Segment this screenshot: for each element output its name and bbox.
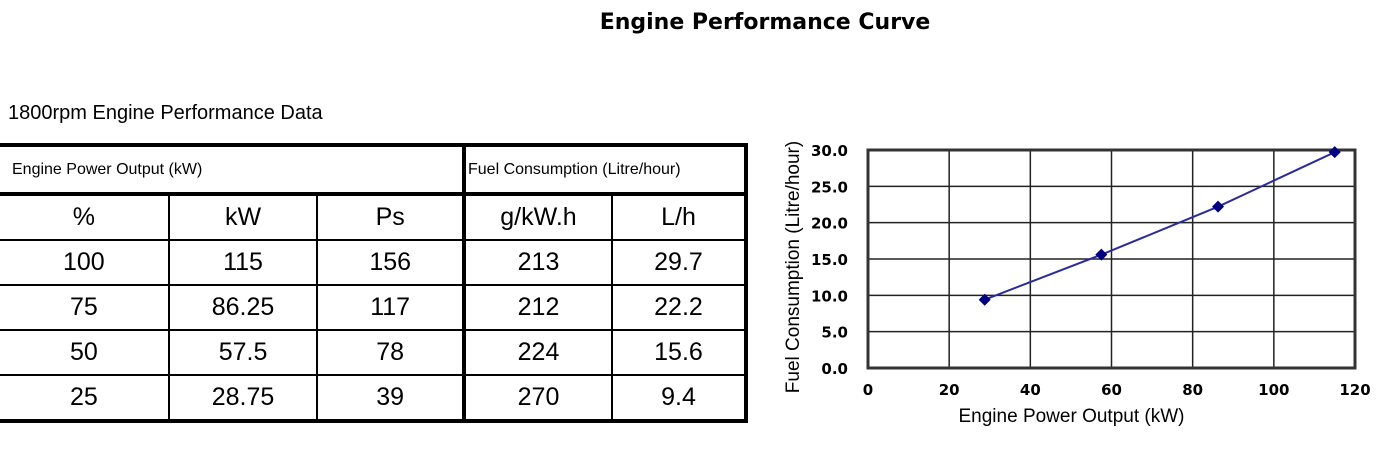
group-header-fuel: Fuel Consumption (Litre/hour) [462, 144, 747, 196]
x-tick-label: 80 [1182, 381, 1203, 399]
y-tick-label: 25.0 [811, 178, 848, 196]
table-cell: 9.4 [611, 374, 747, 422]
table-cell: 224 [462, 329, 613, 376]
y-axis-label: Fuel Consumption (Litre/hour) [783, 141, 804, 393]
y-tick-label: 20.0 [811, 215, 848, 233]
col-header: kW [167, 193, 319, 241]
y-tick-label: 30.0 [811, 142, 848, 160]
table-row: 25 28.75 39 270 9.4 [0, 374, 747, 422]
chart-title: Engine Performance Curve [599, 10, 931, 35]
data-point [1328, 146, 1341, 159]
y-tick-label: 0.0 [821, 360, 848, 378]
performance-table: Engine Power Output (kW) Fuel Consumptio… [0, 143, 748, 423]
column-header-row: % kW Ps g/kW.h L/h [0, 193, 747, 241]
data-point [1095, 248, 1108, 261]
table-cell: 75 [0, 284, 170, 331]
table-cell: 156 [316, 239, 465, 286]
x-tick-label: 40 [1020, 381, 1041, 399]
group-header-power: Engine Power Output (kW) [0, 144, 465, 196]
col-header: g/kW.h [462, 193, 613, 241]
group-header-row: Engine Power Output (kW) Fuel Consumptio… [0, 144, 747, 196]
col-header: L/h [611, 193, 747, 241]
x-tick-label: 100 [1258, 381, 1289, 399]
table-row: 75 86.25 117 212 22.2 [0, 284, 747, 331]
table-cell: 28.75 [167, 374, 319, 422]
series-line [984, 151, 1336, 301]
plot-frame [866, 148, 1357, 370]
x-tick-label: 0 [863, 381, 873, 399]
table-cell: 115 [167, 239, 319, 286]
table-cell: 50 [0, 329, 170, 376]
table-cell: 117 [316, 284, 465, 331]
table-cell: 212 [462, 284, 613, 331]
col-header: Ps [316, 193, 465, 241]
table-cell: 78 [316, 329, 465, 376]
y-tick-label: 15.0 [811, 251, 848, 269]
data-point [978, 293, 991, 306]
table-cell: 39 [316, 374, 465, 422]
table-row: 100 115 156 213 29.7 [0, 239, 747, 286]
table-cell: 22.2 [611, 284, 747, 331]
table-cell: 270 [462, 374, 613, 422]
table-caption: 1800rpm Engine Performance Data [8, 102, 323, 124]
table-cell: 29.7 [611, 239, 747, 286]
x-tick-label: 20 [939, 381, 960, 399]
table-cell: 25 [0, 374, 170, 422]
col-header: % [0, 193, 170, 241]
table-row: 50 57.5 78 224 15.6 [0, 329, 747, 376]
table-cell: 57.5 [167, 329, 319, 376]
y-tick-label: 5.0 [821, 324, 848, 342]
table-cell: 15.6 [611, 329, 747, 376]
table-cell: 100 [0, 239, 170, 286]
x-axis-label: Engine Power Output (kW) [959, 406, 1185, 427]
table-cell: 213 [462, 239, 613, 286]
x-tick-label: 120 [1339, 381, 1370, 399]
y-tick-label: 10.0 [811, 287, 848, 305]
table-cell: 86.25 [167, 284, 319, 331]
x-tick-label: 60 [1101, 381, 1122, 399]
data-point [1212, 200, 1225, 213]
